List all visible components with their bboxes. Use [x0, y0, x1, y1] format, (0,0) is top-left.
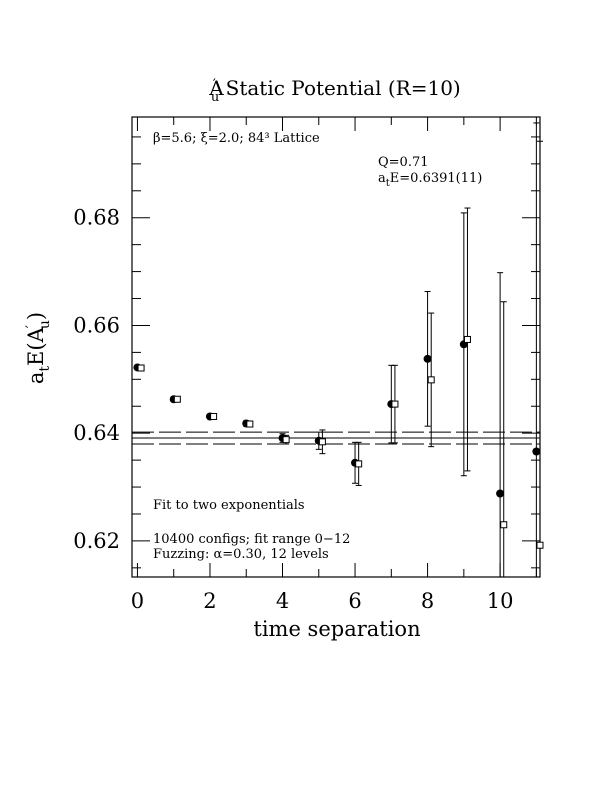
x-tick-label: 8	[421, 589, 434, 613]
x-axis-label: time separation	[253, 617, 420, 641]
y-tick-label: 0.64	[73, 421, 120, 445]
data-points-layer	[133, 122, 544, 577]
data-point-circle	[496, 489, 505, 498]
data-point-square	[137, 364, 145, 372]
data-point-square	[427, 376, 435, 384]
y-tick-label: 0.62	[73, 529, 120, 553]
x-tick-label: 2	[203, 589, 216, 613]
lattice-annotation: β=5.6; ξ=2.0; 84³ Lattice	[153, 131, 320, 146]
q-value-annotation: Q=0.71	[378, 155, 429, 170]
data-point-square	[246, 420, 254, 428]
configs-annotation: 10400 configs; fit range 0−12	[153, 532, 350, 547]
x-tick-label: 0	[131, 589, 144, 613]
y-tick-label: 0.66	[73, 313, 120, 337]
axis-ticks-layer: 0 2 4 6 8 10 0.62 0.64 0.66 0.68	[73, 117, 540, 613]
fit-method-annotation: Fit to two exponentials	[153, 498, 305, 513]
data-point-square	[282, 436, 290, 444]
fuzzing-annotation: Fuzzing: α=0.30, 12 levels	[153, 547, 329, 562]
data-point-circle	[423, 354, 432, 363]
y-tick-label: 0.68	[73, 206, 120, 230]
chart-title: A′ u Static Potential (R=10)	[208, 76, 460, 105]
data-point-square	[536, 541, 544, 549]
data-point-square	[318, 438, 326, 446]
fit-energy-annotation: atE=0.6391(11)	[378, 171, 482, 189]
data-point-square	[210, 412, 218, 420]
x-tick-label: 4	[276, 589, 289, 613]
x-tick-label: 10	[487, 589, 514, 613]
data-point-square	[355, 460, 363, 468]
data-point-square	[391, 400, 399, 408]
fit-band-layer	[132, 431, 540, 445]
x-tick-label: 6	[348, 589, 361, 613]
y-axis-label: atE(A′u)	[24, 312, 53, 384]
data-point-circle	[532, 447, 541, 456]
data-point-square	[173, 395, 181, 403]
data-point-square	[463, 335, 471, 343]
data-point-square	[500, 521, 508, 529]
